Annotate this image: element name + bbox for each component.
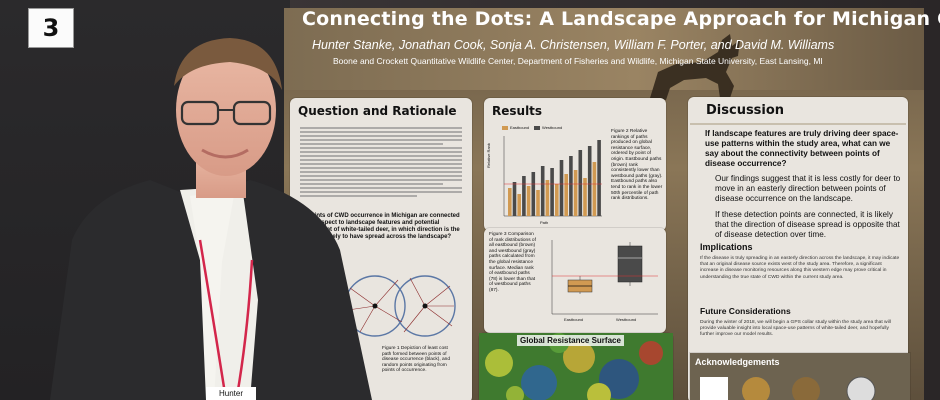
elk-silhouette-icon (650, 34, 740, 100)
bar (550, 168, 554, 216)
implications-text: If the disease is truly spreading in an … (700, 256, 900, 280)
bar (512, 182, 517, 216)
future-text: During the winter of 2018, we will begin… (700, 320, 891, 338)
bar (536, 190, 540, 216)
discussion-divider (690, 97, 906, 125)
global-surface-label: Global Resistance Surface (517, 335, 624, 346)
bar (578, 150, 583, 216)
discussion-heading: Discussion (706, 103, 785, 118)
bar (583, 178, 587, 216)
bar (592, 162, 597, 216)
discussion-question: If landscape features are truly driving … (705, 129, 899, 168)
bar (545, 180, 550, 216)
results-heading: Results (492, 104, 543, 118)
poster-title: Connecting the Dots: A Landscape Approac… (302, 8, 940, 30)
bar (517, 194, 521, 216)
bar (531, 172, 536, 216)
bar (564, 174, 568, 216)
implications-heading: Implications (700, 242, 753, 252)
bar (597, 140, 601, 216)
figure2-caption: Figure 2 Relative rankings of paths prod… (611, 129, 663, 202)
future-heading: Future Considerations (700, 306, 791, 316)
bar (573, 170, 578, 216)
poster-number-card: 3 (28, 8, 74, 48)
poster-affiliation: Boone and Crockett Quantitative Wildlife… (333, 56, 823, 66)
figure2-bar-chart (502, 126, 602, 217)
presenter-person (50, 38, 372, 400)
question-heading: Question and Rationale (298, 104, 457, 118)
poster-authors: Hunter Stanke, Jonathan Cook, Sonja A. C… (312, 38, 835, 52)
figure3-box-plot (551, 240, 658, 315)
poster-header-band (284, 8, 924, 90)
figure1-caption: Figure 1 Depiction of least cost path fo… (382, 346, 450, 373)
boxplot-west-label: Westbound (616, 317, 637, 322)
legend-eastbound: Eastbound (510, 125, 530, 130)
acknowledgements-heading: Acknowledgements (695, 357, 780, 367)
legend-westbound: Westbound (542, 125, 563, 130)
bar (555, 184, 559, 216)
discussion-bullet-1: Our findings suggest that it is less cos… (715, 174, 901, 203)
bar (540, 166, 545, 216)
bar (587, 146, 592, 216)
acknowledgements-panel (690, 353, 910, 400)
bar (569, 156, 573, 216)
rationale-highlight: If points of CWD occurrence in Michigan … (302, 213, 460, 240)
results-panel-middle: Eastbound Westbound (484, 228, 666, 333)
rationale-body (300, 125, 462, 199)
discussion-panel: Discussion (688, 97, 908, 400)
bar-chart-y-label: Relative Rank (486, 143, 491, 168)
bar (559, 160, 564, 216)
figure3-caption: Figure 3 Comparison of rank distribution… (489, 232, 536, 293)
discussion-bullet-2: If these detection points are connected,… (715, 210, 900, 239)
bar (526, 186, 531, 216)
bar (522, 176, 526, 216)
sponsor-logos-icon (700, 376, 876, 400)
boxplot-east-label: Eastbound (564, 317, 584, 322)
name-badge: Hunter (206, 387, 256, 400)
bar (508, 188, 512, 216)
bar-chart-x-label: Path (540, 220, 549, 225)
results-panel-top: Results Eastbound Westbound Path Relativ… (484, 98, 666, 231)
